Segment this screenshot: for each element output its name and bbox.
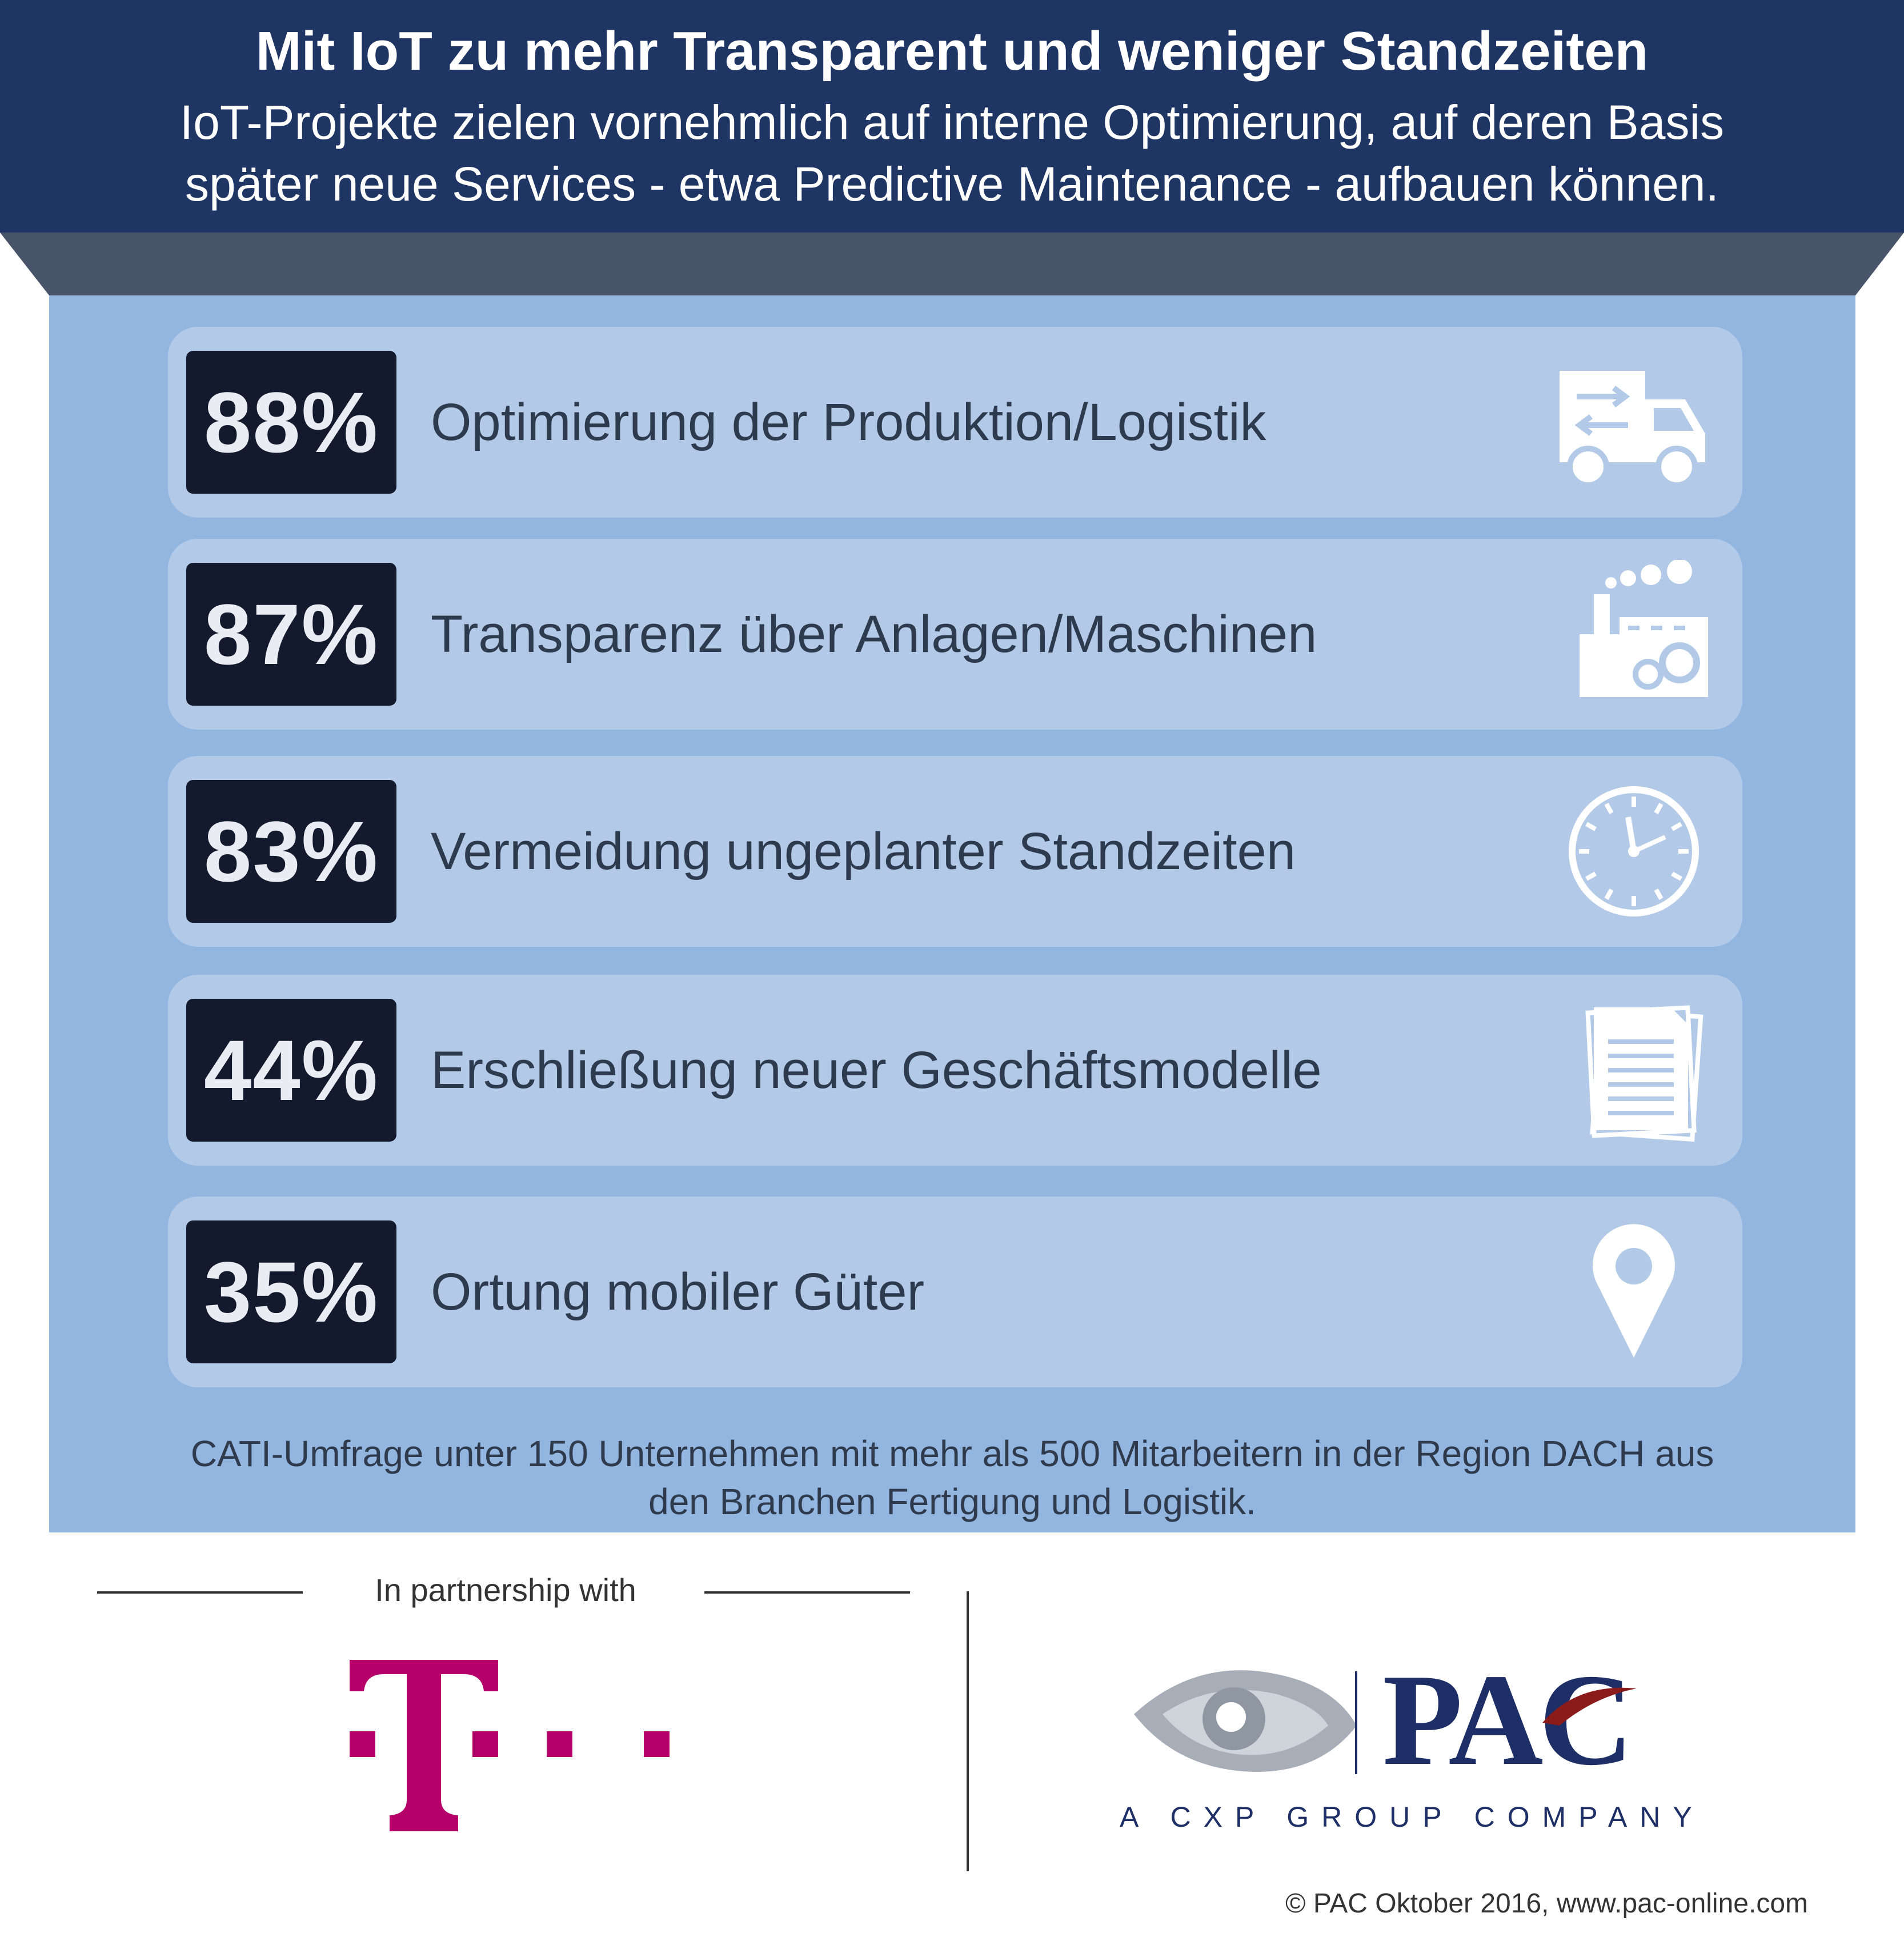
result-row: 87% Transparenz über Anlagen/Maschinen	[168, 539, 1742, 730]
result-row: 88% Optimierung der Produktion/Logistik	[168, 327, 1742, 518]
subtitle-line-1: IoT-Projekte zielen vornehmlich auf inte…	[179, 95, 1725, 149]
pac-swoosh-icon	[1542, 1687, 1637, 1726]
pac-logo-divider	[1355, 1671, 1357, 1774]
header-banner: Mit IoT zu mehr Transparent und weniger …	[0, 0, 1904, 233]
percent-badge: 87%	[186, 563, 396, 706]
percent-badge: 44%	[186, 999, 396, 1142]
documents-icon	[1548, 996, 1719, 1144]
result-row: 44% Erschließung neuer Geschäftsmodelle	[168, 975, 1742, 1166]
result-label: Optimierung der Produktion/Logistik	[431, 393, 1266, 451]
pac-eye-logo	[1128, 1651, 1368, 1788]
results-panel: 88% Optimierung der Produktion/Logistik …	[49, 295, 1855, 1532]
vertical-divider	[967, 1591, 969, 1871]
percent-badge: 83%	[186, 780, 396, 923]
result-label: Ortung mobiler Güter	[431, 1263, 925, 1321]
page-subtitle: IoT-Projekte zielen vornehmlich auf inte…	[0, 91, 1904, 215]
factory-icon	[1548, 560, 1719, 709]
telekom-logo	[350, 1660, 681, 1831]
footnote-line-2: den Branchen Fertigung und Logistik.	[648, 1481, 1256, 1522]
location-pin-icon	[1548, 1218, 1719, 1366]
percent-badge: 35%	[186, 1220, 396, 1363]
footnote-line-1: CATI-Umfrage unter 150 Unternehmen mit m…	[190, 1433, 1714, 1474]
subtitle-line-2: später neue Services - etwa Predictive M…	[185, 157, 1719, 211]
result-label: Erschließung neuer Geschäftsmodelle	[431, 1041, 1322, 1099]
clock-icon	[1548, 777, 1719, 926]
divider-line	[97, 1591, 303, 1594]
partnership-label: In partnership with	[375, 1572, 636, 1608]
result-row: 35% Ortung mobiler Güter	[168, 1196, 1742, 1387]
divider-line	[704, 1591, 910, 1594]
result-label: Vermeidung ungeplanter Standzeiten	[431, 822, 1296, 881]
pac-wordmark: PAC	[1382, 1647, 1634, 1792]
truck-icon	[1548, 348, 1719, 497]
banner-3d-shadow	[0, 233, 1904, 295]
copyright-notice: © PAC Oktober 2016, www.pac-online.com	[1285, 1888, 1808, 1919]
pac-tagline: A CXP GROUP COMPANY	[1120, 1801, 1705, 1833]
survey-footnote: CATI-Umfrage unter 150 Unternehmen mit m…	[49, 1430, 1855, 1526]
result-label: Transparenz über Anlagen/Maschinen	[431, 605, 1317, 663]
page-title: Mit IoT zu mehr Transparent und weniger …	[255, 21, 1649, 82]
result-row: 83% Vermeidung ungeplanter Standzeiten	[168, 756, 1742, 947]
percent-badge: 88%	[186, 351, 396, 494]
